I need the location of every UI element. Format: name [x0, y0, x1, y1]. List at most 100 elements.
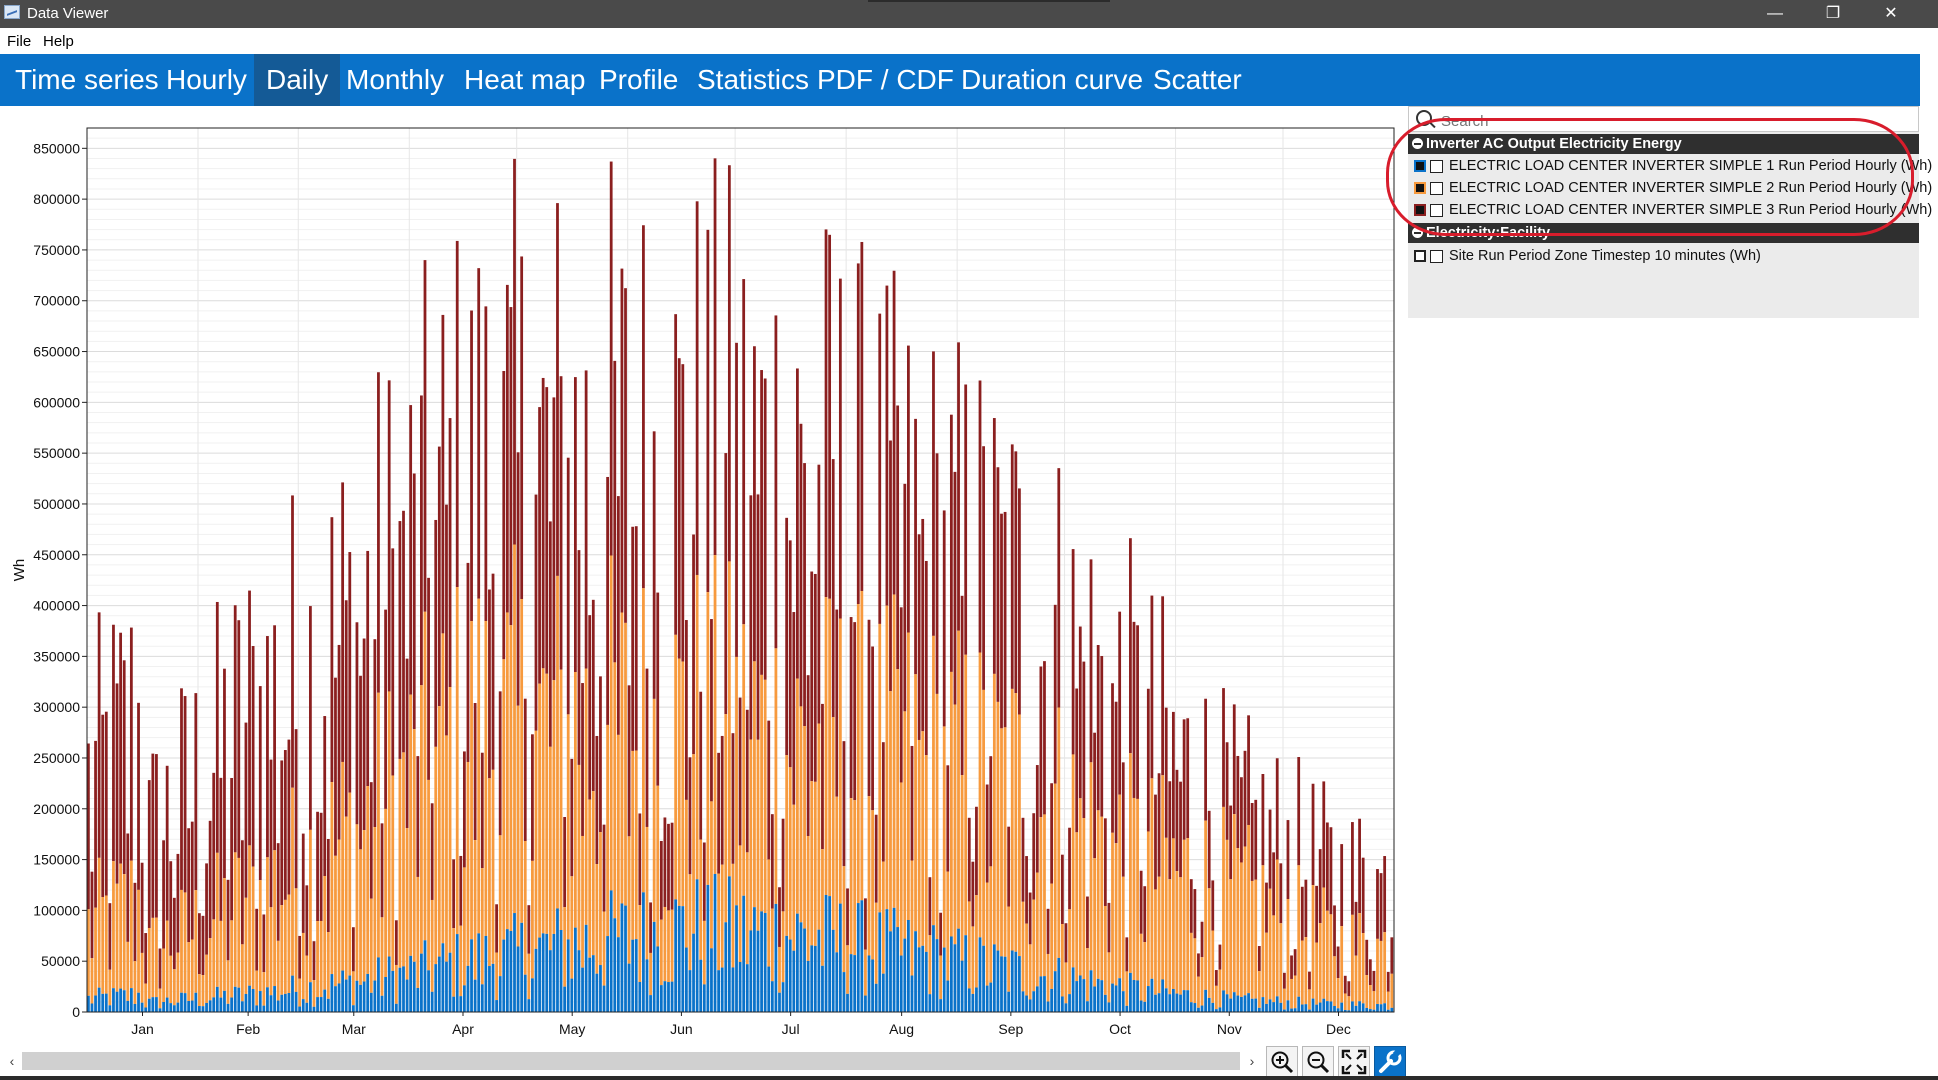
bar-inverter-2	[1111, 832, 1114, 984]
group-header-electricity-facility[interactable]: Electricity:Facility	[1408, 223, 1919, 243]
bar-inverter-2	[695, 574, 699, 880]
close-button[interactable]: ✕	[1884, 5, 1898, 22]
bar-inverter-3	[459, 855, 463, 926]
bar-inverter-3	[778, 887, 781, 947]
bar-inverter-3	[846, 888, 849, 946]
series-item-inverter-2[interactable]: ELECTRIC LOAD CENTER INVERTER SIMPLE 2 R…	[1408, 178, 1932, 199]
zoom-out-button[interactable]	[1302, 1046, 1334, 1078]
bar-inverter-3	[283, 750, 287, 900]
menu-file[interactable]: File	[7, 33, 32, 50]
search-input[interactable]	[1439, 110, 1903, 132]
series-item-site-facility[interactable]: Site Run Period Zone Timestep 10 minutes…	[1408, 246, 1919, 267]
series-item-inverter-1[interactable]: ELECTRIC LOAD CENTER INVERTER SIMPLE 1 R…	[1408, 156, 1932, 177]
bar-inverter-3	[928, 877, 932, 936]
menu-help[interactable]: Help	[43, 33, 74, 50]
bar-inverter-1	[967, 988, 971, 1012]
bar-inverter-2	[552, 680, 556, 934]
series-item-inverter-3[interactable]: ELECTRIC LOAD CENTER INVERTER SIMPLE 3 R…	[1408, 200, 1932, 221]
bar-inverter-3	[387, 380, 391, 692]
bar-inverter-3	[1143, 886, 1147, 943]
bar-inverter-2	[262, 972, 266, 1006]
series-search[interactable]	[1408, 106, 1919, 132]
bar-inverter-2	[810, 781, 814, 946]
tab-duration-curve[interactable]: Duration curve	[961, 64, 1144, 95]
tab-hourly[interactable]: Hourly	[166, 64, 247, 95]
daily-chart-area[interactable]: 0 50000 100000 150000 200000 250000 300000 3500…	[0, 106, 1410, 1046]
bar-inverter-2	[616, 734, 620, 938]
scroll-right-icon[interactable]: ›	[1249, 1053, 1255, 1069]
bar-inverter-1	[355, 980, 359, 1012]
bar-inverter-1	[226, 1003, 230, 1012]
series-checkbox[interactable]	[1430, 250, 1443, 263]
bar-inverter-1	[971, 993, 975, 1012]
scrollbar-thumb[interactable]	[22, 1052, 1240, 1070]
bar-inverter-3	[434, 519, 438, 747]
tab-daily[interactable]: Daily	[254, 54, 341, 106]
bar-inverter-3	[129, 627, 133, 861]
fit-to-view-button[interactable]	[1338, 1046, 1370, 1078]
bar-inverter-1	[1290, 1008, 1293, 1012]
tab-heat-map[interactable]: Heat map	[464, 64, 586, 95]
bar-inverter-2	[534, 730, 538, 949]
bar-inverter-2	[996, 701, 1000, 951]
bar-inverter-2	[670, 909, 674, 982]
bar-inverter-3	[1107, 902, 1111, 953]
bar-inverter-1	[1007, 991, 1011, 1012]
bar-inverter-1	[907, 919, 910, 1012]
bar-inverter-3	[602, 824, 606, 912]
bar-inverter-3	[1136, 625, 1139, 799]
tab-scatter[interactable]: Scatter	[1153, 64, 1242, 95]
bar-inverter-1	[1232, 992, 1236, 1012]
collapse-icon[interactable]	[1412, 138, 1423, 149]
bar-inverter-3	[1150, 595, 1154, 779]
restore-button[interactable]: ❐	[1825, 5, 1841, 22]
collapse-icon[interactable]	[1412, 227, 1423, 238]
bar-inverter-3	[1336, 946, 1340, 979]
bar-inverter-2	[323, 875, 327, 990]
bar-inverter-2	[172, 969, 176, 1006]
bar-inverter-1	[846, 993, 849, 1012]
tab-monthly[interactable]: Monthly	[346, 64, 445, 95]
series-checkbox[interactable]	[1430, 204, 1443, 217]
bar-inverter-1	[244, 993, 248, 1012]
bar-inverter-3	[516, 452, 520, 706]
bar-inverter-1	[756, 930, 760, 1012]
bar-inverter-3	[1068, 827, 1071, 910]
bar-inverter-3	[731, 733, 735, 864]
tab-statistics[interactable]: Statistics	[697, 64, 810, 95]
zoom-in-button[interactable]	[1266, 1046, 1298, 1078]
tab-profile[interactable]: Profile	[599, 64, 679, 95]
bar-inverter-1	[1189, 1002, 1193, 1012]
bar-inverter-3	[158, 948, 162, 989]
bar-inverter-1	[692, 933, 695, 1012]
bar-inverter-1	[237, 987, 241, 1012]
bar-inverter-1	[423, 940, 427, 1012]
tab-pdf-cdf[interactable]: PDF / CDF	[817, 64, 954, 95]
bar-inverter-2	[781, 911, 785, 983]
group-header-inverter[interactable]: Inverter AC Output Electricity Energy	[1408, 134, 1919, 154]
bar-inverter-2	[1179, 877, 1182, 995]
tab-time-series[interactable]: Time series	[15, 64, 159, 95]
bar-inverter-1	[258, 991, 262, 1012]
stacked-bar-chart[interactable]: 0 50000 100000 150000 200000 250000 300000 3500…	[0, 106, 1410, 1046]
title-drag-handle[interactable]	[868, 0, 1110, 2]
x-tick-label: Mar	[342, 1021, 366, 1037]
chart-horizontal-scrollbar[interactable]: ‹ ›	[0, 1050, 1262, 1072]
series-checkbox[interactable]	[1430, 182, 1443, 195]
bar-inverter-3	[724, 453, 728, 715]
bar-inverter-1	[362, 981, 366, 1012]
bar-inverter-2	[1340, 926, 1344, 1003]
bar-inverter-2	[248, 845, 251, 986]
bar-inverter-1	[763, 912, 767, 1012]
bar-inverter-1	[806, 960, 810, 1012]
bar-inverter-2	[1064, 962, 1068, 1004]
bar-inverter-3	[566, 457, 570, 715]
settings-wrench-button[interactable]	[1374, 1046, 1406, 1078]
series-checkbox[interactable]	[1430, 160, 1443, 173]
bar-inverter-1	[670, 981, 674, 1012]
scroll-left-icon[interactable]: ‹	[9, 1053, 15, 1069]
bar-inverter-2	[151, 917, 155, 998]
bar-inverter-3	[584, 370, 588, 669]
minimize-button[interactable]: —	[1767, 5, 1783, 22]
bar-inverter-2	[874, 902, 878, 984]
